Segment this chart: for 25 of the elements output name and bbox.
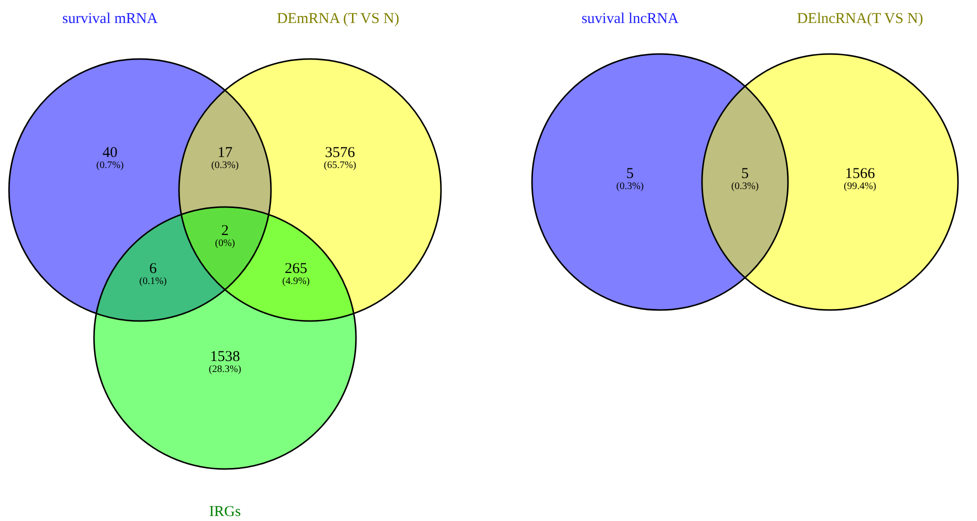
data-label: 3576: [325, 145, 356, 161]
text: (0.7%): [96, 160, 124, 171]
data-label: 40: [102, 145, 118, 161]
text: suvival lncRNA: [581, 11, 679, 27]
text: DEmRNA (T VS N): [276, 11, 400, 27]
text: (0.3%): [211, 160, 239, 171]
data-label: 5: [741, 166, 749, 182]
text: (4.9%): [282, 276, 310, 287]
data-label: 5: [626, 166, 634, 182]
text: (0%): [215, 238, 235, 249]
data-label: 265: [284, 261, 308, 277]
text: survival mRNA: [62, 11, 158, 27]
text: (0.1%): [139, 276, 167, 287]
text: IRGs: [209, 504, 241, 520]
data-label: 17: [218, 145, 233, 161]
text: DElncRNA(T VS N): [796, 11, 924, 27]
text: (28.3%): [208, 364, 242, 375]
data-label: 6: [149, 261, 158, 277]
text: (65.7%): [324, 160, 356, 171]
text: (99.4%): [844, 181, 876, 192]
text: (0.3%): [616, 181, 644, 192]
text: (0.3%): [731, 181, 759, 192]
data-label: 1566: [845, 166, 876, 182]
data-label: 1538: [210, 349, 240, 365]
data-label: 2: [221, 223, 229, 239]
